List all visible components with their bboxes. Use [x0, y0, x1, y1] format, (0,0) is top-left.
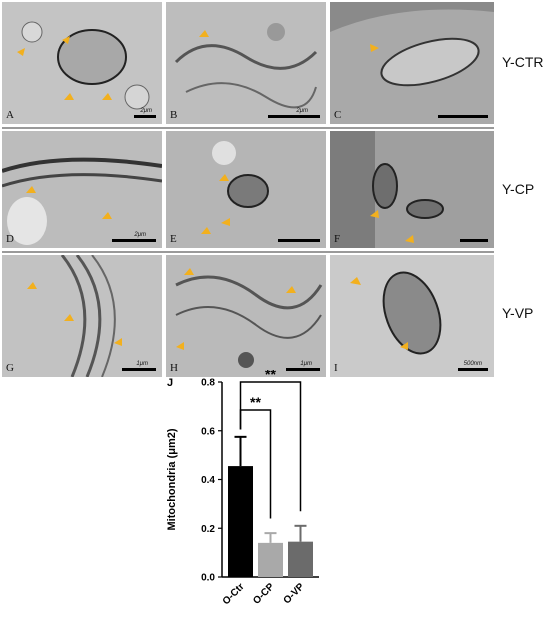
micrograph-b	[166, 2, 326, 124]
scale-label: 2μm	[296, 108, 308, 114]
significance-label: **	[265, 370, 276, 382]
panel-b: B 2μm	[166, 2, 326, 124]
row-label-y-ctr: Y-CTR	[502, 54, 544, 70]
arrowhead-icon	[286, 286, 296, 293]
arrowhead-icon	[219, 174, 229, 181]
x-tick-label: O-CP	[251, 581, 277, 607]
row-divider	[2, 251, 494, 253]
arrow-icon	[370, 44, 379, 52]
panel-letter-j: J	[167, 377, 173, 389]
row-label-y-cp: Y-CP	[502, 181, 535, 197]
scale-bar	[460, 239, 488, 242]
micrograph-e	[166, 131, 326, 248]
arrow-icon	[176, 342, 184, 350]
y-tick-label: 0.4	[201, 475, 215, 486]
bar-o-vp	[288, 541, 313, 577]
panel-g: G 1μm	[2, 255, 162, 377]
scale-bar	[268, 115, 320, 118]
y-tick-label: 0.0	[201, 573, 215, 584]
panel-letter: B	[170, 109, 178, 121]
panel-a: A 2μm	[2, 2, 162, 124]
scale-bar	[278, 239, 320, 242]
scale-bar	[286, 368, 320, 371]
y-tick-label: 0.6	[201, 426, 215, 437]
scale-label: 500nm	[463, 361, 482, 367]
scale-bar	[134, 115, 156, 118]
arrow-icon	[221, 218, 230, 226]
arrowhead-icon	[184, 268, 194, 275]
panel-i: I 500nm	[330, 255, 494, 377]
micrograph-d	[2, 131, 162, 248]
scale-bar	[122, 368, 156, 371]
arrow-icon	[114, 338, 122, 346]
micrograph-h	[166, 255, 326, 377]
panel-letter: D	[6, 233, 14, 245]
panel-c: C	[330, 2, 494, 124]
arrowhead-icon	[64, 314, 74, 321]
panel-letter: H	[170, 362, 178, 374]
panel-letter: G	[6, 362, 14, 374]
panel-f: F	[330, 131, 494, 248]
panel-letter: I	[334, 362, 338, 374]
micrograph-i	[330, 255, 494, 377]
micrograph-g	[2, 255, 162, 377]
panel-letter: C	[334, 109, 342, 121]
arrowhead-icon	[350, 277, 361, 285]
arrow-icon	[370, 210, 379, 218]
arrow-icon	[400, 342, 408, 350]
arrow-icon	[405, 235, 414, 243]
panel-h: H 1μm	[166, 255, 326, 377]
arrow-icon	[62, 36, 70, 44]
arrow-icon	[17, 48, 25, 56]
x-tick-label: O-Ctr	[221, 581, 247, 607]
scale-label: 2μm	[134, 232, 146, 238]
panel-e: E	[166, 131, 326, 248]
significance-bracket	[239, 381, 302, 512]
arrowhead-icon	[26, 186, 36, 193]
panel-letter: E	[170, 233, 177, 245]
scale-bar	[458, 368, 488, 371]
x-tick-label: O-VP	[282, 581, 307, 606]
y-tick-label: 0.2	[201, 524, 215, 535]
panel-d: D 2μm	[2, 131, 162, 248]
panel-letter: A	[6, 109, 14, 121]
bar-o-cp	[258, 542, 283, 577]
scale-label: 2μm	[140, 108, 152, 114]
scale-label: 1μm	[300, 361, 312, 367]
micrograph-f	[330, 131, 494, 248]
row-label-y-vp: Y-VP	[502, 305, 534, 321]
bar-o-ctr	[228, 466, 253, 577]
arrowhead-icon	[102, 212, 112, 219]
arrowhead-icon	[199, 30, 209, 37]
arrowhead-icon	[201, 227, 211, 234]
scale-bar	[438, 115, 488, 118]
arrowhead-icon	[27, 282, 37, 289]
micrograph-c	[330, 2, 494, 124]
y-axis-label: Mitochondria (μm2)	[166, 428, 178, 530]
row-divider	[2, 127, 494, 129]
scale-bar	[112, 239, 156, 242]
y-tick-label: 0.8	[201, 378, 215, 389]
arrowhead-icon	[64, 93, 74, 100]
arrowhead-icon	[102, 93, 112, 100]
scale-label: 1μm	[136, 361, 148, 367]
panel-letter: F	[334, 233, 341, 245]
micrograph-a	[2, 2, 162, 124]
significance-label: **	[250, 394, 261, 410]
